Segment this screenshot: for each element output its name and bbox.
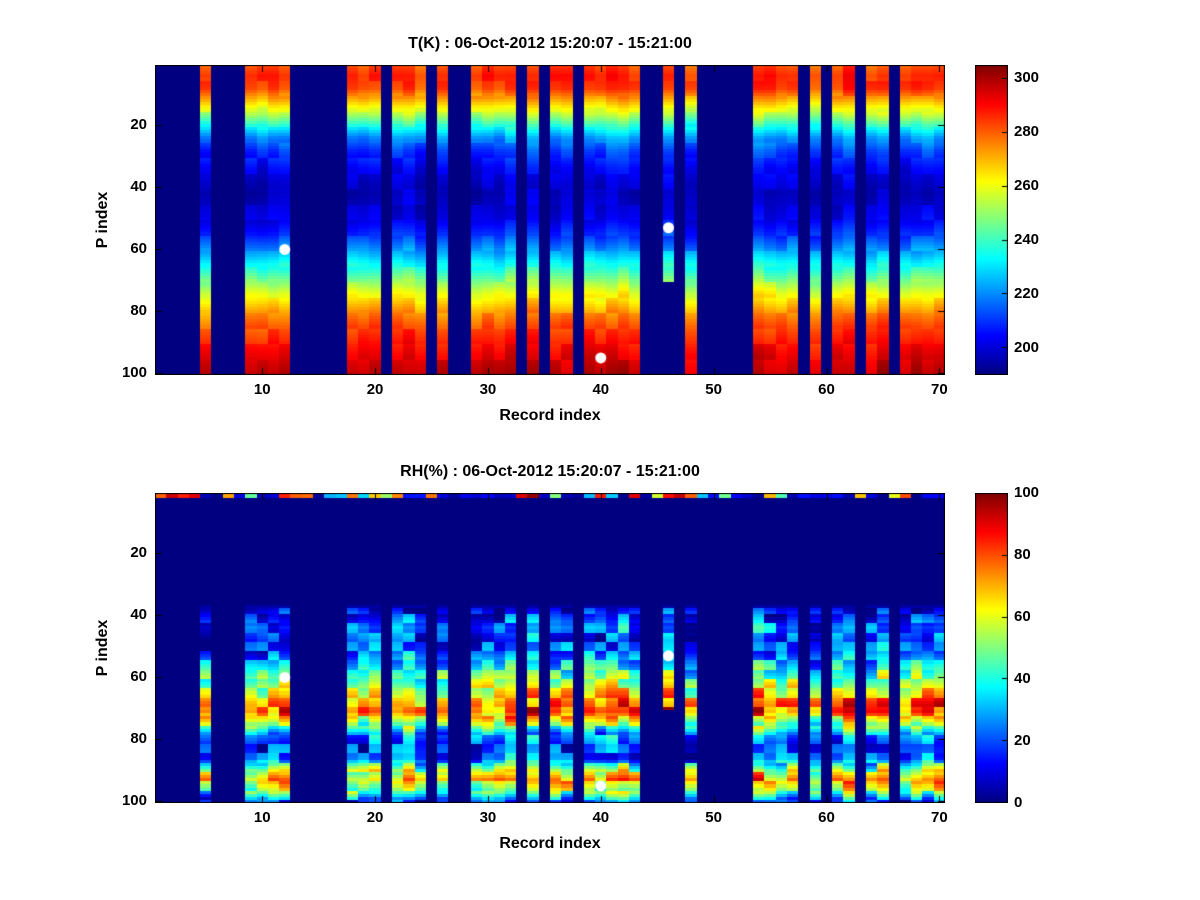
y-tick-label: 20: [130, 116, 147, 134]
heatmap-area: [155, 493, 945, 803]
y-tick-label: 60: [130, 240, 147, 258]
x-axis-label: Record index: [499, 835, 601, 852]
colorbar-tick-label: 240: [1014, 231, 1040, 249]
colorbar-tick-label: 200: [1014, 339, 1040, 357]
colorbar-tick-label: 80: [1014, 546, 1031, 563]
heatmap-area: [155, 65, 945, 375]
y-tick-label: 80: [130, 730, 147, 748]
x-tick-label: 70: [931, 381, 948, 398]
colorbar: [975, 493, 1008, 803]
colorbar-tick-label: 300: [1014, 69, 1040, 87]
y-tick-label: 40: [130, 606, 147, 624]
y-tick-label: 60: [130, 668, 147, 686]
humidity-chart: RH(%) : 06-Oct-2012 15:20:07 - 15:21:00 …: [0, 463, 1200, 873]
humidity-heatmap-canvas: [155, 493, 945, 803]
y-tick-label: 20: [130, 544, 147, 562]
y-tick-label: 40: [130, 178, 147, 196]
temperature-colorbar-canvas: [975, 65, 1008, 375]
colorbar-tick-label: 260: [1014, 177, 1040, 195]
x-tick-label: 60: [818, 381, 835, 398]
x-tick-label: 20: [366, 381, 384, 398]
x-tick-label: 50: [705, 381, 722, 398]
x-tick-label: 20: [366, 809, 384, 826]
x-tick-label: 30: [479, 809, 497, 826]
x-tick-label: 40: [592, 381, 610, 398]
x-tick-label: 60: [818, 809, 835, 826]
colorbar-tick-label: 20: [1014, 732, 1031, 749]
temperature-chart: T(K) : 06-Oct-2012 15:20:07 - 15:21:00 P…: [0, 35, 1200, 445]
colorbar-tick-label: 220: [1014, 285, 1040, 303]
colorbar-tick-label: 60: [1014, 608, 1031, 625]
x-tick-label: 10: [253, 381, 271, 398]
colorbar-tick-label: 0: [1014, 794, 1023, 811]
plot-title: T(K) : 06-Oct-2012 15:20:07 - 15:21:00: [408, 35, 692, 52]
x-tick-label: 10: [253, 809, 271, 826]
x-tick-label: 40: [592, 809, 610, 826]
x-tick-label: 70: [931, 809, 948, 826]
colorbar-tick-label: 100: [1014, 484, 1040, 501]
colorbar: [975, 65, 1008, 375]
x-tick-label: 30: [479, 381, 497, 398]
x-tick-label: 50: [705, 809, 722, 826]
humidity-colorbar-canvas: [975, 493, 1008, 803]
colorbar-tick-label: 280: [1014, 123, 1040, 141]
y-tick-label: 80: [130, 302, 147, 320]
colorbar-tick-label: 40: [1014, 670, 1031, 687]
y-tick-label: 100: [121, 364, 147, 382]
y-tick-label: 100: [121, 792, 147, 810]
x-axis-label: Record index: [499, 407, 601, 424]
temperature-heatmap-canvas: [155, 65, 945, 375]
plot-title: RH(%) : 06-Oct-2012 15:20:07 - 15:21:00: [400, 463, 700, 480]
